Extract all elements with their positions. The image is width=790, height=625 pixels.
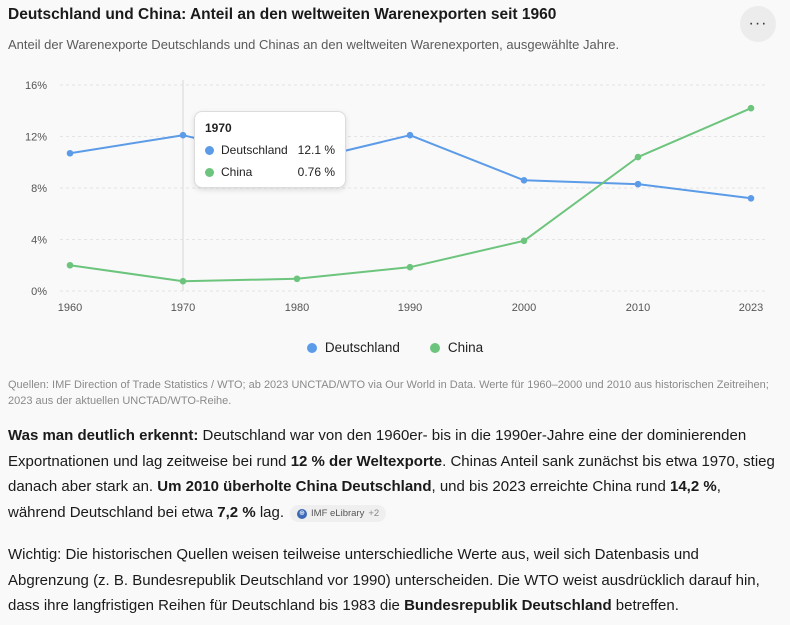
chart-sources: Quellen: IMF Direction of Trade Statisti… [8,379,769,407]
y-tick-label: 12% [25,132,47,144]
tooltip-value: 0.76 % [297,165,335,179]
data-point-deutschland[interactable] [406,131,414,139]
x-tick-label: 1980 [285,302,309,314]
x-tick-label: 2010 [626,302,650,314]
tooltip-row-china: China 0.76 % [205,165,335,179]
chart-title: Deutschland und China: Anteil an den wel… [8,6,557,23]
y-axis-ticks: 0% 4% 8% 12% 16% [25,80,47,298]
x-axis-ticks: 1960 1970 1980 1990 2000 2010 2023 [58,302,763,314]
data-point-deutschland[interactable] [634,180,642,188]
x-tick-label: 2023 [739,302,763,314]
citation-chip[interactable]: ⊕ IMF eLibrary +2 [290,505,387,522]
tooltip-dot-deutschland [205,145,214,155]
y-tick-label: 16% [25,80,47,92]
text: , während Deutschland bei etwa [8,478,721,521]
line-chart: 0% 4% 8% 12% 16% 1960 1970 1980 1990 2000 2010 202… [25,80,766,314]
series-line-deutschland [69,134,752,200]
text: Deutschland war von den 1960er- bis in d… [8,427,747,470]
grid-lines [60,84,766,292]
note-paragraph: Wichtig: Die historischen Quellen weisen… [8,542,778,619]
tooltip-value: 12.1 % [297,143,335,157]
data-point-china[interactable] [406,263,414,271]
y-tick-label: 0% [31,286,47,298]
text: Wichtig: Die historischen Quellen weisen… [8,546,760,614]
text: . Chinas Anteil sank zunächst bis etwa 1… [8,452,775,496]
x-tick-label: 1970 [171,302,195,314]
data-point-deutschland[interactable] [520,176,528,184]
bold-text: 7,2 % [217,503,256,521]
data-point-deutschland[interactable] [747,195,755,202]
bold-text: Was man deutlich erkennt: [8,427,199,444]
bold-text: Um 2010 überholte China Deutschland [157,478,432,495]
tooltip-row-deutschland: Deutschland 12.1 % [205,143,335,157]
data-point-china[interactable] [66,261,74,269]
data-point-china[interactable] [179,277,187,285]
data-point-china[interactable] [293,275,301,283]
legend-item-deutschland[interactable]: Deutschland [306,340,400,355]
bold-text: 12 % der Weltexporte [290,452,443,470]
chart-legend: Deutschland China [0,340,790,355]
tooltip-year: 1970 [205,121,232,135]
legend-label: Deutschland [324,340,400,355]
text: lag. [255,503,285,521]
legend-dot-china [429,342,440,353]
text: betreffen. [611,597,679,614]
y-tick-label: 8% [31,183,47,195]
data-point-deutschland[interactable] [179,131,187,139]
data-point-china[interactable] [634,153,642,161]
more-options-button[interactable]: ··· [740,6,776,42]
data-point-china[interactable] [747,104,755,112]
more-icon: ··· [748,15,768,32]
tooltip-series-name: China [221,165,253,179]
bold-text: Bundesrepublik Deutschland [404,597,612,614]
legend-dot-deutschland [306,342,317,353]
chip-label: IMF eLibrary [311,508,365,519]
series-group [66,104,755,285]
tooltip-series-name: Deutschland [221,143,288,157]
legend-label: China [447,340,484,355]
chart-subtitle: Anteil der Warenexporte Deutschlands und… [8,37,620,52]
data-point-deutschland[interactable] [66,149,74,157]
legend-item-china[interactable]: China [429,340,484,355]
data-point-china[interactable] [520,237,528,245]
bold-text: 14,2 % [669,478,717,495]
x-tick-label: 2000 [512,302,536,314]
chart-tooltip: 1970 Deutschland 12.1 % China 0.76 % [194,111,346,188]
chip-count: +2 [368,508,380,519]
tooltip-dot-china [205,167,214,177]
globe-icon: ⊕ [297,508,308,519]
x-tick-label: 1990 [398,302,422,314]
text: , und bis 2023 erreichte China rund [431,478,670,495]
x-tick-label: 1960 [58,302,82,314]
y-tick-label: 4% [31,235,47,247]
summary-paragraph: Was man deutlich erkennt: Deutschland wa… [8,423,778,525]
